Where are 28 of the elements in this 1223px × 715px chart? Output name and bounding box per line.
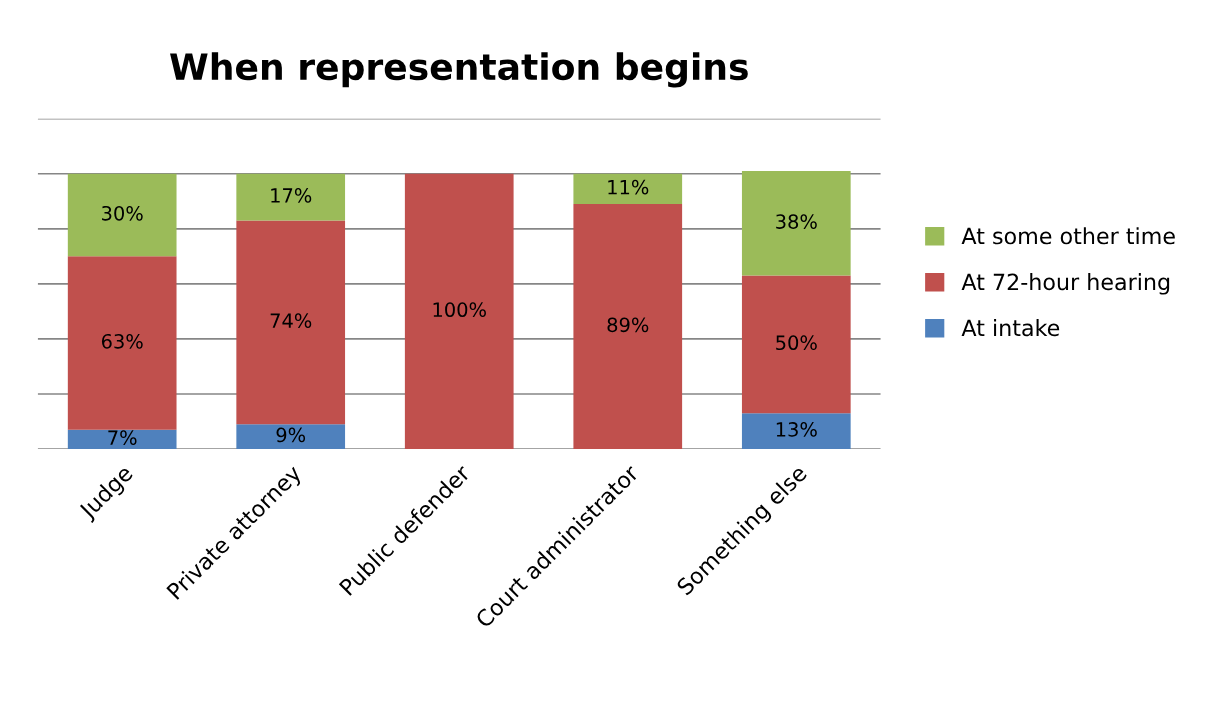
- bar: [741, 170, 851, 276]
- data-label: 100%: [433, 302, 486, 318]
- legend-label: At 72-hour hearing: [961, 273, 1170, 295]
- legend-label: At intake: [961, 319, 1060, 337]
- bar: [67, 429, 177, 450]
- bar: [236, 220, 346, 425]
- data-label: 50%: [776, 335, 817, 351]
- bar: [236, 424, 346, 450]
- data-label: 17%: [271, 188, 312, 203]
- data-label: 11%: [608, 179, 649, 195]
- data-label: 74%: [270, 313, 312, 329]
- bar: [236, 173, 346, 221]
- data-label: 7%: [108, 430, 137, 446]
- chart-title: When representation begins: [170, 52, 748, 88]
- bar: [741, 275, 851, 414]
- bar: [67, 173, 177, 257]
- bar: [573, 173, 683, 205]
- bar: [741, 413, 851, 450]
- data-label: 63%: [101, 333, 143, 349]
- data-label: 89%: [607, 317, 649, 333]
- data-label: 9%: [276, 427, 306, 443]
- data-label: 30%: [102, 205, 143, 221]
- bar: [573, 204, 683, 450]
- bar: [404, 173, 514, 450]
- bar: [67, 256, 177, 430]
- data-label: 38%: [776, 214, 817, 229]
- data-label: 13%: [776, 422, 817, 437]
- legend-label: At some other time: [961, 227, 1175, 245]
